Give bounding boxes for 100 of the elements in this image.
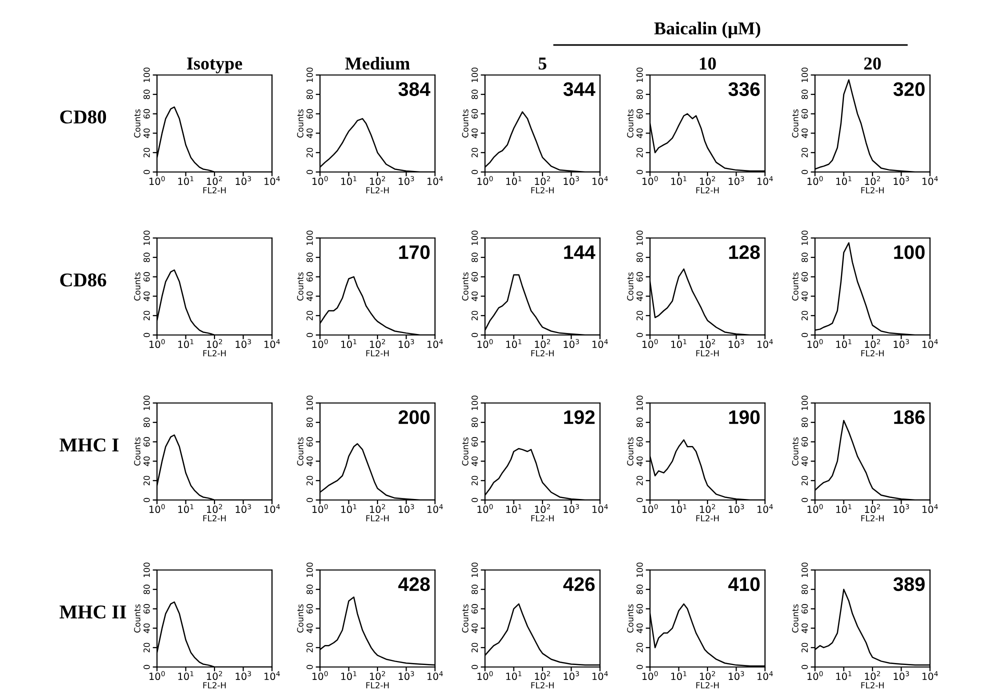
y-tick-label: 0: [802, 170, 808, 174]
x-tick-label: 10$^{2}$: [535, 339, 550, 348]
y-tick-label: 100: [144, 562, 150, 578]
y-tick-label: 100: [144, 230, 150, 246]
y-tick-label: 80: [636, 90, 643, 100]
y-axis-title: Counts: [792, 604, 798, 633]
y-tick-label: 60: [472, 109, 478, 119]
y-tick-label: 60: [144, 437, 150, 447]
x-tick-label: 10$^{0}$: [150, 176, 165, 186]
x-tick-label: 10$^{4}$: [428, 176, 443, 186]
x-axis-title: FL2-H: [366, 187, 389, 194]
chart-title: 20: [864, 57, 881, 70]
y-tick-label: 0: [636, 498, 643, 502]
text: Baicalin (μM): [654, 22, 760, 38]
x-tick-label: 10$^{2}$: [207, 671, 222, 680]
x-tick-label: 10$^{0}$: [642, 339, 658, 348]
x-tick-label: 10$^{2}$: [865, 504, 880, 514]
x-tick-label: 10$^{4}$: [428, 671, 443, 680]
x-tick-label: 10$^{1}$: [178, 671, 194, 680]
y-tick-label: 60: [306, 437, 313, 447]
x-tick-label: 10$^{0}$: [312, 671, 328, 680]
x-tick-label: 10$^{0}$: [808, 671, 823, 680]
y-tick-label: 80: [306, 252, 313, 262]
y-tick-label: 40: [472, 291, 478, 302]
y-tick-label: 0: [802, 332, 808, 338]
y-tick-label: 0: [472, 170, 478, 174]
y-tick-label: 80: [472, 252, 478, 262]
y-tick-label: 20: [306, 476, 313, 486]
y-axis-title: Counts: [627, 272, 634, 301]
y-axis-title: Counts: [627, 109, 634, 138]
annotation: 320: [893, 82, 925, 96]
x-axis-title: FL2-H: [366, 515, 389, 522]
x-tick-label: 10$^{3}$: [236, 504, 251, 514]
chart-title: Medium: [345, 56, 410, 70]
x-axis-title: FL2-H: [531, 515, 554, 522]
x-tick-label: 10$^{1}$: [178, 504, 194, 514]
annotation: 100: [894, 245, 925, 260]
x-tick-label: 10$^{0}$: [478, 176, 493, 186]
x-tick-label: 10$^{4}$: [592, 339, 608, 348]
y-tick-label: 40: [802, 456, 808, 466]
chart-title: 10: [700, 57, 716, 70]
y-axis-title: Counts: [134, 604, 140, 633]
y-tick-label: 20: [306, 310, 313, 320]
y-tick-label: 20: [802, 476, 808, 486]
y-tick-label: 20: [636, 476, 643, 486]
y-axis-title: Counts: [627, 604, 634, 633]
y-tick-label: 40: [636, 128, 643, 138]
y-tick-label: 60: [306, 109, 313, 119]
y-tick-label: 20: [144, 310, 150, 320]
x-axis-title: FL2-H: [861, 515, 884, 522]
x-tick-label: 10$^{3}$: [398, 504, 414, 514]
annotation: 170: [399, 245, 430, 260]
x-tick-label: 10$^{2}$: [370, 504, 386, 514]
x-tick-label: 10$^{1}$: [341, 176, 356, 186]
x-tick-label: 10$^{0}$: [642, 504, 658, 514]
y-axis-title: Counts: [792, 272, 798, 301]
annotation: 128: [729, 245, 760, 260]
x-tick-label: 10$^{3}$: [728, 504, 744, 514]
y-tick-label: 100: [472, 562, 478, 578]
x-tick-label: 10$^{0}$: [642, 176, 658, 186]
y-tick-label: 60: [636, 604, 643, 614]
y-tick-label: 80: [306, 90, 313, 100]
x-tick-label: 10$^{3}$: [564, 176, 579, 186]
y-axis-title: Counts: [134, 272, 140, 301]
x-tick-label: 10$^{4}$: [758, 671, 773, 680]
y-tick-label: 0: [306, 332, 313, 338]
x-tick-label: 10$^{3}$: [894, 671, 909, 680]
x-tick-label: 10$^{0}$: [642, 671, 658, 680]
y-tick-label: 20: [802, 642, 808, 652]
y-tick-label: 60: [472, 604, 478, 614]
annotation: 384: [398, 82, 430, 96]
y-tick-label: 0: [306, 170, 313, 174]
y-tick-label: 20: [636, 310, 643, 320]
y-axis-title: Counts: [297, 604, 304, 633]
x-tick-label: 10$^{3}$: [398, 176, 414, 186]
y-tick-label: 80: [802, 90, 808, 100]
y-tick-label: 80: [472, 418, 478, 428]
x-tick-label: 10$^{3}$: [894, 176, 909, 186]
y-tick-label: 100: [472, 230, 478, 246]
x-axis-title: FL2-H: [531, 682, 554, 688]
y-tick-label: 100: [144, 68, 150, 82]
y-tick-label: 100: [802, 396, 808, 410]
y-tick-label: 60: [636, 437, 643, 447]
y-tick-label: 20: [802, 310, 808, 320]
y-tick-label: 0: [636, 664, 643, 670]
x-axis-title: FL2-H: [696, 682, 719, 688]
x-tick-label: 10$^{1}$: [671, 339, 686, 348]
x-tick-label: 10$^{1}$: [506, 176, 522, 186]
y-tick-label: 40: [306, 128, 313, 138]
y-axis-title: Counts: [792, 437, 798, 466]
x-tick-label: 10$^{4}$: [922, 504, 938, 514]
x-tick-label: 10$^{2}$: [865, 176, 880, 186]
y-tick-label: 100: [636, 68, 643, 82]
x-tick-label: 10$^{2}$: [700, 671, 716, 680]
x-tick-label: 10$^{3}$: [398, 671, 414, 680]
x-tick-label: 10$^{1}$: [506, 339, 522, 348]
x-tick-label: 10$^{1}$: [178, 176, 194, 186]
x-tick-label: 10$^{3}$: [728, 339, 744, 348]
y-axis-title: Counts: [462, 437, 468, 466]
x-axis-title: FL2-H: [203, 682, 226, 688]
